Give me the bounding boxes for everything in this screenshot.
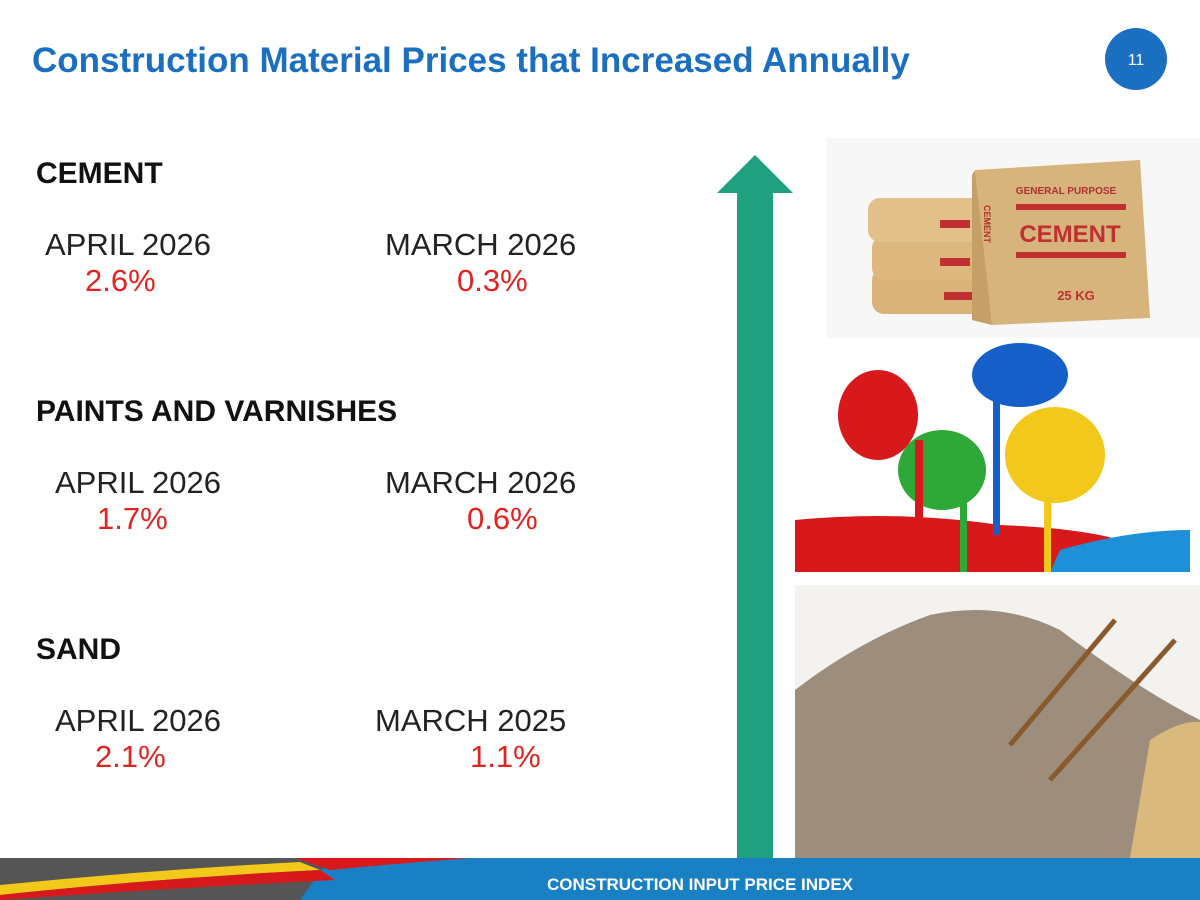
page-number: 11: [1128, 52, 1145, 69]
page-badge: [1105, 28, 1167, 90]
period-label: MARCH 2026: [385, 465, 576, 500]
period-label: MARCH 2025: [375, 703, 566, 738]
paint-image: [795, 343, 1190, 572]
section-heading: CEMENT: [36, 157, 163, 190]
period-value: 0.3%: [457, 263, 528, 298]
period-value: 2.6%: [85, 263, 156, 298]
bag-brand: GENERAL PURPOSE: [1016, 186, 1117, 197]
period-label: APRIL 2026: [55, 703, 221, 738]
period-value: 0.6%: [467, 501, 538, 536]
period-value: 1.7%: [97, 501, 168, 536]
bag-label: CEMENT: [1019, 221, 1121, 248]
bag-weight: 25 KG: [1057, 288, 1095, 303]
cement-image: GENERAL PURPOSE CEMENT CEMENT 25 KG: [826, 138, 1200, 338]
period-label: APRIL 2026: [45, 227, 211, 262]
section-heading: PAINTS AND VARNISHES: [36, 395, 397, 428]
up-arrow: [717, 155, 793, 858]
period-label: APRIL 2026: [55, 465, 221, 500]
footer-text: CONSTRUCTION INPUT PRICE INDEX: [547, 875, 854, 894]
footer-band: [0, 858, 1200, 900]
period-value: 1.1%: [470, 739, 541, 774]
bag-side: CEMENT: [982, 205, 992, 244]
sand-image: [795, 585, 1200, 858]
period-value: 2.1%: [95, 739, 166, 774]
section-heading: SAND: [36, 633, 121, 666]
period-label: MARCH 2026: [385, 227, 576, 262]
slide-title: Construction Material Prices that Increa…: [32, 41, 910, 80]
